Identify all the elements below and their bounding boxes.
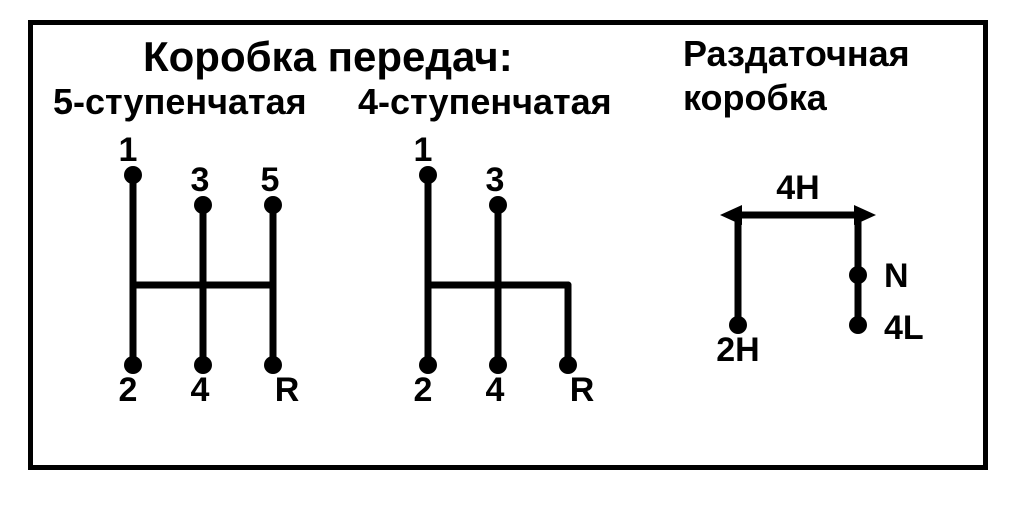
svg-text:N: N bbox=[884, 257, 909, 295]
svg-text:4: 4 bbox=[486, 371, 505, 409]
subtitle-4speed: 4-ступенчатая bbox=[358, 81, 612, 123]
svg-text:4H: 4H bbox=[776, 169, 819, 207]
svg-text:5: 5 bbox=[261, 161, 280, 199]
svg-text:2H: 2H bbox=[716, 331, 759, 369]
svg-text:3: 3 bbox=[486, 161, 505, 199]
gearbox-5speed: 1 3 5 2 4 R bbox=[73, 135, 333, 425]
svg-text:1: 1 bbox=[119, 135, 138, 169]
gearbox-4speed: 1 3 2 4 R bbox=[368, 135, 628, 425]
title-transfer-l1: Раздаточная bbox=[683, 33, 910, 75]
diagram-frame: Коробка передач: 5-ступенчатая 4-ступенч… bbox=[28, 20, 988, 470]
transfer-case-svg: 4H 2H N 4L bbox=[683, 155, 943, 415]
svg-text:2: 2 bbox=[414, 371, 433, 409]
gearbox-5speed-svg: 1 3 5 2 4 R bbox=[73, 135, 333, 425]
svg-text:4L: 4L bbox=[884, 309, 924, 347]
svg-text:4: 4 bbox=[191, 371, 210, 409]
title-gearbox: Коробка передач: bbox=[143, 33, 513, 81]
svg-text:2: 2 bbox=[119, 371, 138, 409]
subtitle-5speed: 5-ступенчатая bbox=[53, 81, 307, 123]
svg-text:R: R bbox=[570, 371, 595, 409]
svg-text:3: 3 bbox=[191, 161, 210, 199]
title-transfer-l2: коробка bbox=[683, 77, 827, 119]
svg-text:R: R bbox=[275, 371, 300, 409]
gearbox-4speed-svg: 1 3 2 4 R bbox=[368, 135, 628, 425]
svg-text:1: 1 bbox=[414, 135, 433, 169]
transfer-case: 4H 2H N 4L bbox=[683, 155, 943, 415]
